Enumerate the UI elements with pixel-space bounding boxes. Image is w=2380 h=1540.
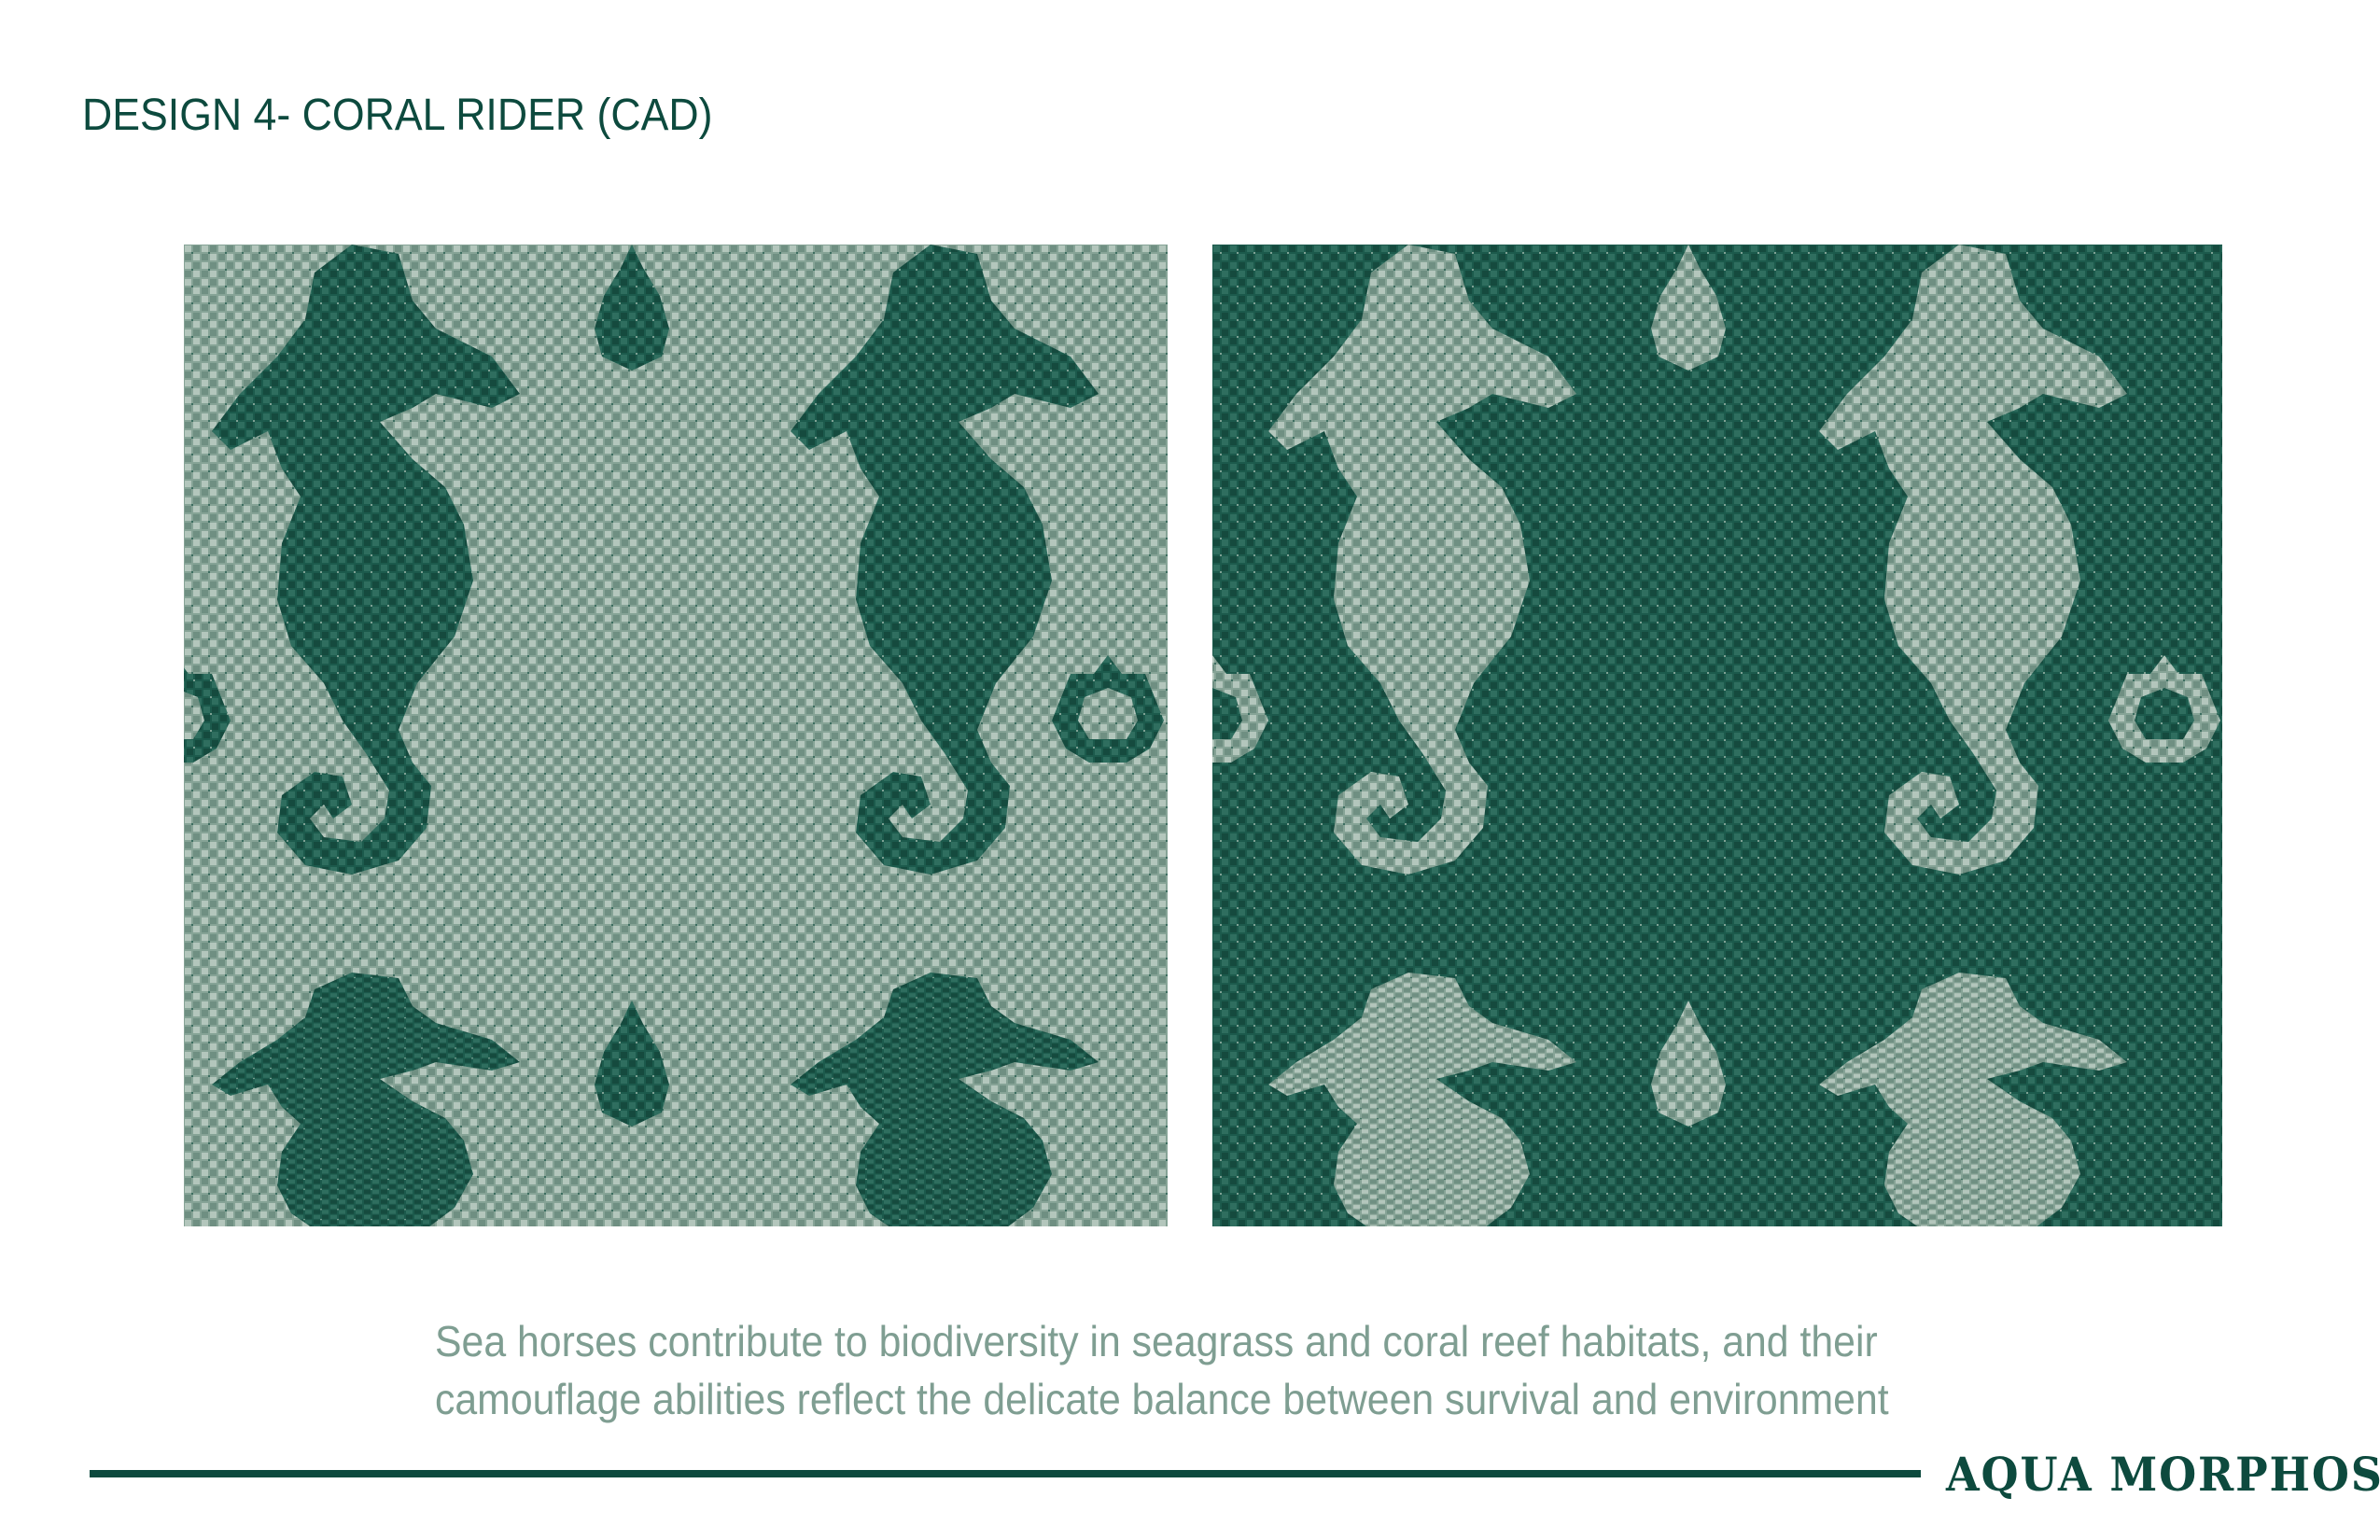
footer-divider	[90, 1470, 1921, 1477]
caption-line: Sea horses contribute to biodiversity in…	[435, 1317, 1878, 1365]
brand-name: AQUA MORPHOSIS	[1946, 1447, 2380, 1502]
dark-ground-swatch	[1212, 245, 2222, 1226]
light-ground-swatch	[184, 245, 1168, 1226]
page-title: DESIGN 4- CORAL RIDER (CAD)	[82, 91, 713, 140]
caption-line: camouflage abilities reflect the delicat…	[435, 1375, 1889, 1423]
caption: Sea horses contribute to biodiversity in…	[435, 1312, 1911, 1428]
